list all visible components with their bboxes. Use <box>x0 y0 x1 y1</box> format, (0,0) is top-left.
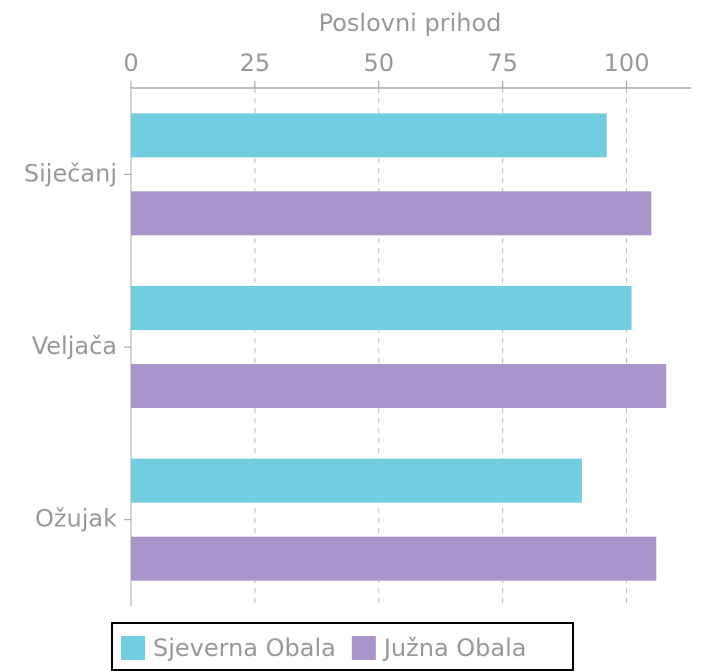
legend-swatch <box>121 636 145 660</box>
y-tick-label: Ožujak <box>35 505 117 533</box>
y-tick-label: Siječanj <box>24 159 117 187</box>
y-tick-label: Veljača <box>32 332 117 360</box>
bar <box>131 458 582 503</box>
bar <box>131 286 632 330</box>
legend-swatch <box>351 636 376 660</box>
x-tick-label: 0 <box>123 49 138 77</box>
x-tick-label: 50 <box>364 49 395 77</box>
legend-label: Južna Obala <box>382 634 527 662</box>
bar <box>131 364 667 408</box>
axis-title: Poslovni prihod <box>319 9 502 37</box>
bar <box>131 191 652 236</box>
legend-box <box>111 622 574 671</box>
legend-label: Sjeverna Obala <box>153 634 336 662</box>
bar <box>131 536 657 581</box>
bar <box>131 113 607 158</box>
x-tick-label: 100 <box>604 49 650 77</box>
x-tick-label: 25 <box>240 49 271 77</box>
x-tick-label: 75 <box>487 49 518 77</box>
